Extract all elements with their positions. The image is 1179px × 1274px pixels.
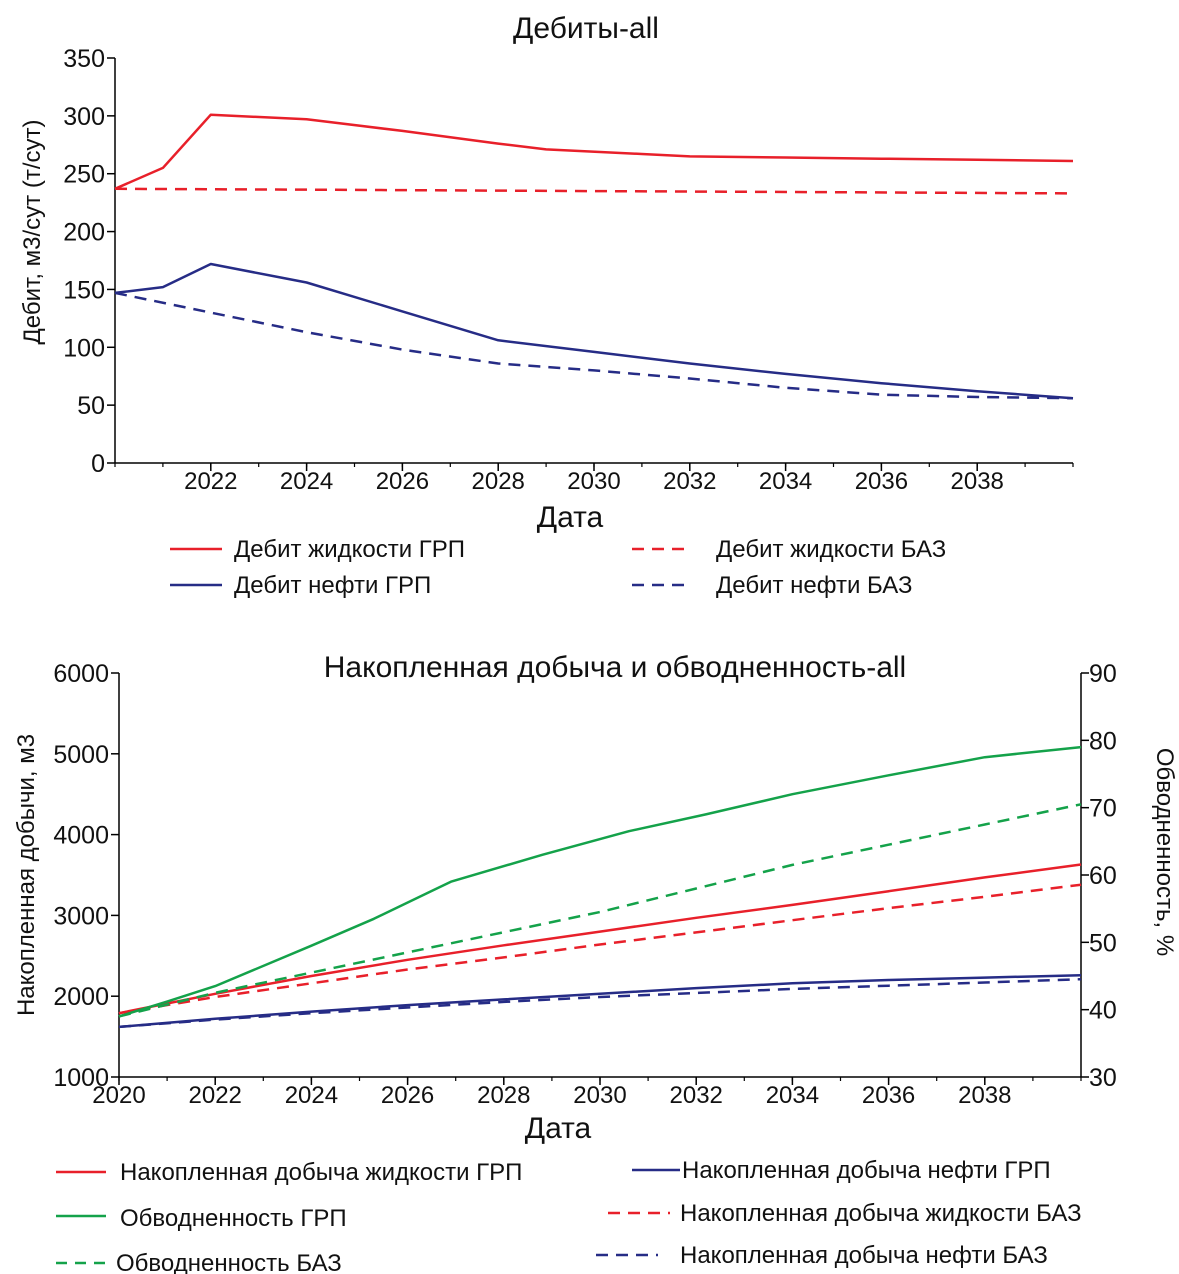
legend-label: Дебит нефти ГРП — [234, 572, 431, 599]
legend-item: Накопленная добыча нефти БАЗ — [596, 1242, 1048, 1269]
legend-label: Накопленная добыча жидкости ГРП — [120, 1159, 522, 1186]
x-tick-label: 2034 — [759, 468, 812, 495]
series-line — [118, 883, 1082, 1015]
y-tick-label: 300 — [63, 103, 105, 131]
legend-label: Дебит жидкости БАЗ — [716, 536, 946, 563]
legend-label: Накопленная добыча нефти ГРП — [682, 1157, 1051, 1184]
x-tick-label: 2032 — [663, 468, 716, 495]
x-tick-label: 2030 — [573, 1082, 626, 1109]
y-tick-label: 5000 — [53, 741, 109, 769]
y-tick-label: 250 — [63, 161, 105, 189]
y-tick-label: 200 — [63, 219, 105, 247]
rates-chart-title: Дебиты-all — [513, 12, 659, 45]
y-tick-label: 2000 — [53, 983, 109, 1011]
x-tick-label: 2030 — [567, 468, 620, 495]
y-tick-label-right: 80 — [1089, 727, 1117, 755]
legend-item: Накопленная добыча жидкости БАЗ — [608, 1200, 1082, 1227]
x-tick-label: 2036 — [862, 1082, 915, 1109]
legend-item: Обводненность ГРП — [56, 1205, 347, 1232]
x-tick-label: 2024 — [285, 1082, 338, 1109]
legend-label: Обводненность ГРП — [120, 1205, 347, 1232]
series-line — [114, 262, 1074, 400]
y-tick-label: 0 — [91, 450, 105, 478]
series-line — [114, 187, 1074, 195]
legend-item: Обводненность БАЗ — [56, 1250, 342, 1274]
legend-label: Дебит жидкости ГРП — [234, 536, 465, 563]
y-tick-label: 6000 — [53, 660, 109, 688]
legend-item: Накопленная добыча нефти ГРП — [632, 1157, 1051, 1184]
x-tick-label: 2024 — [280, 468, 333, 495]
rates-chart-x-ticks: 2022 2024 2026 2028 2030 2032 2034 2036 2038 — [114, 463, 1074, 495]
x-tick-label: 2036 — [855, 468, 908, 495]
series-line — [118, 973, 1082, 1029]
rates-chart-legend: Дебит жидкости ГРП Дебит жидкости БАЗ Де… — [170, 536, 946, 599]
x-tick-label: 2026 — [376, 468, 429, 495]
cumulative-chart-y-label: Накопленная добычи, м3 — [13, 734, 40, 1016]
y-tick-label-right: 60 — [1089, 862, 1117, 890]
y-tick-label-right: 40 — [1089, 997, 1117, 1025]
series-line — [118, 863, 1082, 1015]
legend-item: Дебит нефти ГРП — [170, 572, 431, 599]
x-tick-label: 2028 — [472, 468, 525, 495]
legend-label: Накопленная добыча жидкости БАЗ — [680, 1200, 1082, 1227]
y-tick-label: 100 — [63, 334, 105, 362]
x-tick-label: 2026 — [381, 1082, 434, 1109]
x-tick-label: 2020 — [92, 1082, 145, 1109]
y-tick-label-right: 70 — [1089, 795, 1117, 823]
series-line — [118, 803, 1082, 1018]
legend-label: Дебит нефти БАЗ — [716, 572, 913, 599]
cumulative-chart-y-label-right: Обводненность, % — [1151, 748, 1178, 956]
legend-item: Накопленная добыча жидкости ГРП — [56, 1159, 522, 1186]
cumulative-chart-x-ticks: 2020 2022 2024 2026 2028 2030 2032 2034 2036 2038 — [92, 1077, 1082, 1109]
y-tick-label: 4000 — [53, 822, 109, 850]
legend-item: Дебит жидкости БАЗ — [632, 536, 946, 563]
y-tick-label: 150 — [63, 276, 105, 304]
cumulative-chart-title: Накопленная добыча и обводненность-all — [324, 651, 906, 684]
series-line — [114, 291, 1074, 400]
series-line — [114, 113, 1074, 190]
y-tick-label: 350 — [63, 45, 105, 73]
y-tick-label: 50 — [77, 392, 105, 420]
x-tick-label: 2038 — [958, 1082, 1011, 1109]
rates-chart-x-label: Дата — [537, 501, 604, 534]
legend-label: Обводненность БАЗ — [116, 1250, 342, 1274]
y-tick-label: 1000 — [53, 1064, 109, 1092]
y-tick-label-right: 90 — [1089, 660, 1117, 688]
legend-item: Дебит нефти БАЗ — [632, 572, 913, 599]
cumulative-chart-y-ticks-right: 30 40 50 60 70 80 90 — [1081, 660, 1117, 1092]
cumulative-chart-x-label: Дата — [525, 1112, 592, 1145]
rates-chart-series — [114, 113, 1074, 400]
rates-chart-y-label: Дебит, м3/сут (т/сут) — [19, 120, 46, 345]
legend-label: Накопленная добыча нефти БАЗ — [680, 1242, 1048, 1269]
cumulative-chart: Накопленная добыча и обводненность-all Н… — [13, 651, 1178, 1274]
rates-chart: Дебиты-all Дебит, м3/сут (т/сут) Дата 0 5… — [19, 12, 1074, 599]
x-tick-label: 2022 — [189, 1082, 242, 1109]
x-tick-label: 2038 — [951, 468, 1004, 495]
series-line — [118, 977, 1082, 1029]
y-tick-label-right: 30 — [1089, 1064, 1117, 1092]
cumulative-chart-legend: Накопленная добыча жидкости ГРП Накоплен… — [56, 1157, 1082, 1274]
series-line — [118, 745, 1082, 1018]
rates-chart-y-ticks: 0 50 100 150 200 250 300 350 — [63, 45, 115, 478]
x-tick-label: 2034 — [766, 1082, 819, 1109]
legend-item: Дебит жидкости ГРП — [170, 536, 465, 563]
x-tick-label: 2032 — [670, 1082, 723, 1109]
y-tick-label-right: 50 — [1089, 929, 1117, 957]
y-tick-label: 3000 — [53, 902, 109, 930]
x-tick-label: 2028 — [477, 1082, 530, 1109]
cumulative-chart-y-ticks: 1000 2000 3000 4000 5000 6000 — [53, 660, 119, 1092]
cumulative-chart-series — [118, 745, 1082, 1029]
x-tick-label: 2022 — [184, 468, 237, 495]
